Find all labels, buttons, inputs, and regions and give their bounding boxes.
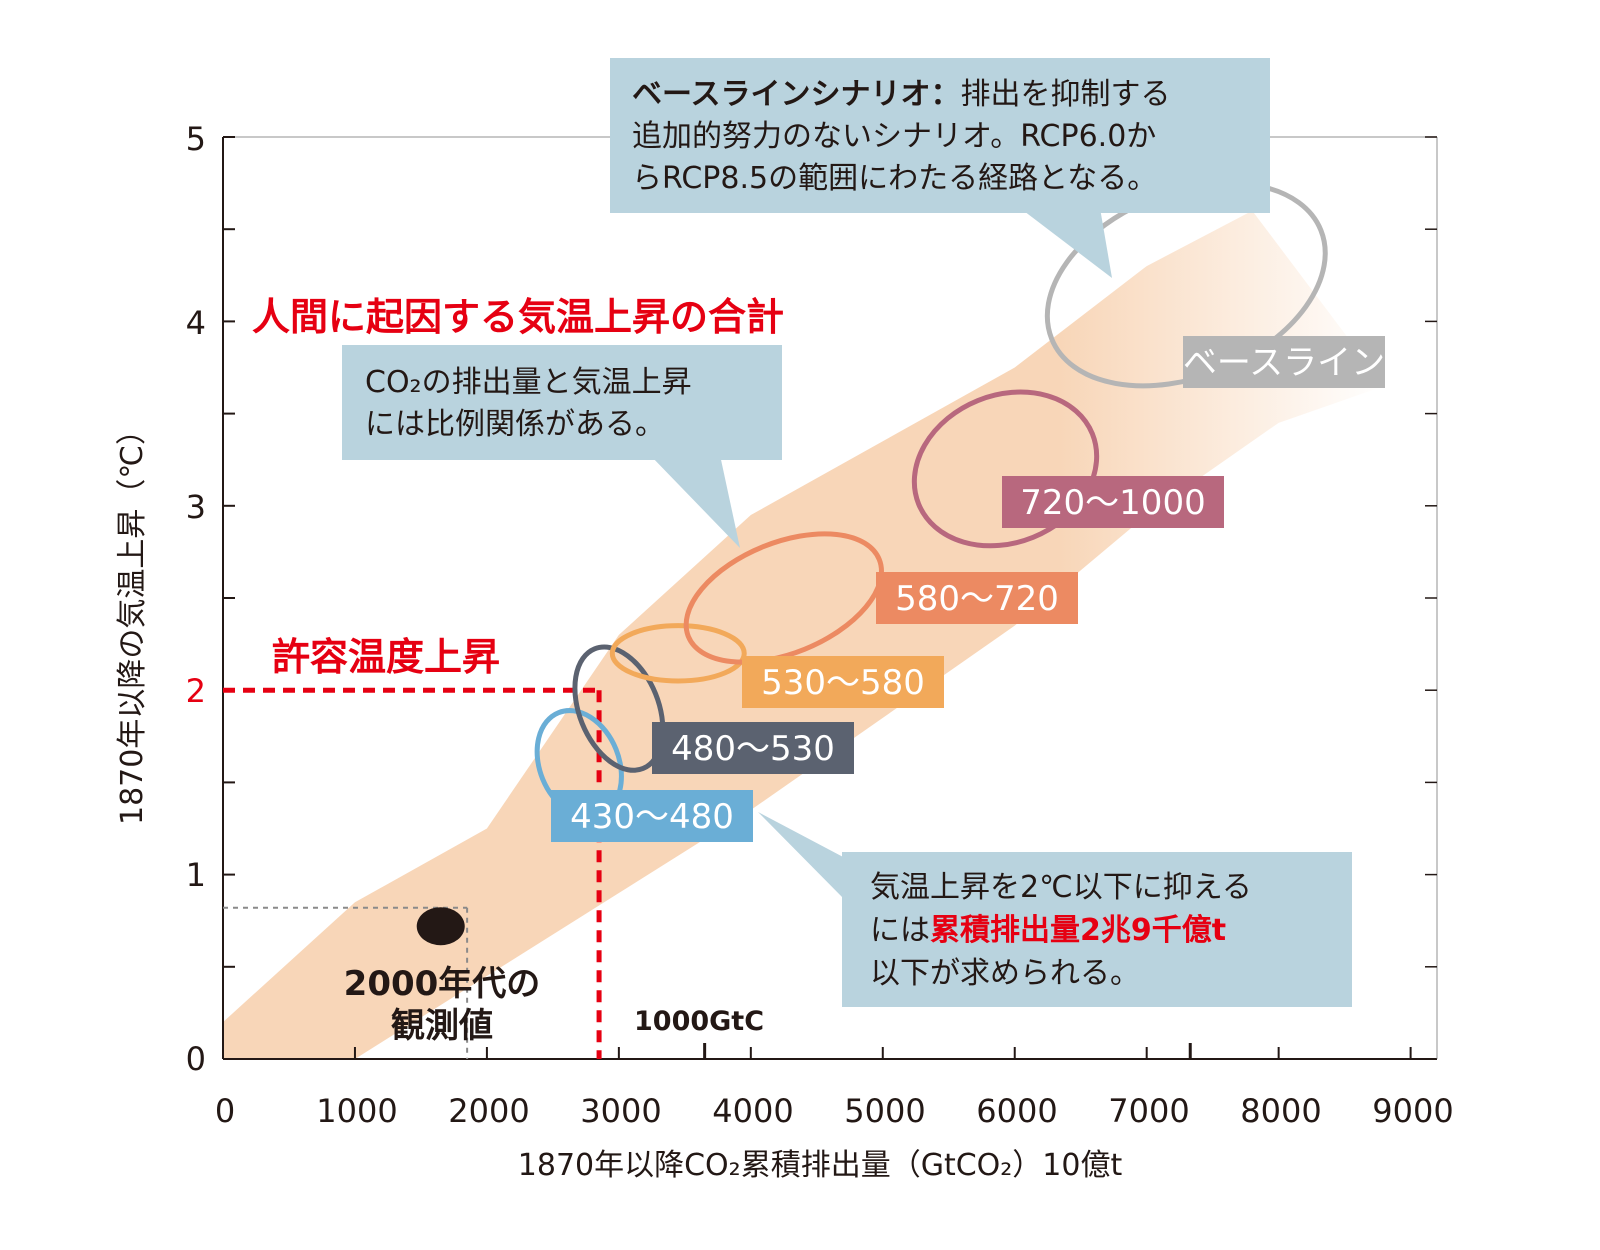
callout-box bbox=[610, 58, 1270, 213]
y-tick-label: 3 bbox=[186, 488, 206, 526]
scenario-label-bg bbox=[742, 656, 944, 708]
scenario-label: 580〜720 bbox=[895, 579, 1059, 619]
scenario-labels: 430〜480 480〜530 530〜580 580〜720 720〜1000 ベースラ… bbox=[551, 336, 1385, 842]
callout-pointer bbox=[758, 812, 845, 900]
callout-limit-line3: 以下が求められる。 bbox=[870, 956, 1140, 991]
y-tick-label: 1 bbox=[186, 856, 206, 894]
y-tick-label: 2 bbox=[186, 672, 206, 710]
x-axis-title: 1870年以降CO₂累積排出量（GtCO₂）10億t bbox=[518, 1148, 1123, 1183]
scenario-ellipse bbox=[609, 623, 747, 684]
emission-band bbox=[223, 210, 1385, 1059]
gtc-label: 1000GtC bbox=[634, 1006, 764, 1037]
scenario-label: 430〜480 bbox=[570, 797, 734, 837]
svg-text:には累積排出量2兆9千億t: には累積排出量2兆9千億t bbox=[870, 913, 1226, 948]
x-tick-label: 9000 bbox=[1372, 1092, 1453, 1130]
callout-limit-line1: 気温上昇を2℃以下に抑える bbox=[870, 870, 1252, 905]
callout-baseline: ベースラインシナリオ：排出を抑制する 追加的努力のないシナリオ。RCP6.0か … bbox=[610, 58, 1270, 278]
scenario-label: 480〜530 bbox=[671, 729, 835, 769]
callout-proportional: CO₂の排出量と気温上昇 には比例関係がある。 bbox=[342, 345, 782, 548]
scenario-label: ベースライン bbox=[1183, 343, 1385, 383]
callout-proportional-line1: CO₂の排出量と気温上昇 bbox=[365, 365, 692, 400]
scenario-ellipse bbox=[683, 531, 884, 665]
observed-label-line2: 観測値 bbox=[391, 1006, 493, 1046]
main-title: 人間に起因する気温上昇の合計 bbox=[252, 295, 784, 339]
callout-limit-line2-em: 累積排出量2兆9千億t bbox=[930, 913, 1226, 948]
scenario-label-bg bbox=[551, 790, 753, 842]
x-tick-label: 8000 bbox=[1240, 1092, 1321, 1130]
y-tick-labels: 0 1 2 3 4 5 bbox=[186, 120, 206, 1078]
x-tick-label: 4000 bbox=[712, 1092, 793, 1130]
svg-text:ベースラインシナリオ：排出を抑制する: ベースラインシナリオ：排出を抑制する bbox=[632, 77, 1171, 112]
callout-baseline-bold: ベースラインシナリオ： bbox=[632, 77, 961, 112]
scenario-ellipse bbox=[572, 644, 666, 773]
x-tick-labels: 0 1000 2000 3000 4000 5000 6000 7000 800… bbox=[215, 1092, 1454, 1130]
callout-pointer bbox=[650, 455, 740, 548]
scenario-label-bg bbox=[1002, 476, 1224, 528]
scenario-label: 720〜1000 bbox=[1020, 483, 1205, 523]
callout-baseline-line3: らRCP8.5の範囲にわたる経路となる。 bbox=[632, 161, 1157, 196]
threshold-title: 許容温度上昇 bbox=[272, 635, 500, 679]
x-tick-label: 0 bbox=[215, 1092, 235, 1130]
callout-box bbox=[842, 852, 1352, 1007]
callout-limit-line2-pre: には bbox=[870, 913, 930, 948]
y-axis-title: 1870年以降の気温上昇（℃） bbox=[115, 415, 150, 825]
observed-point bbox=[416, 907, 465, 946]
scenario-label-bg bbox=[876, 572, 1078, 624]
x-tick-label: 7000 bbox=[1108, 1092, 1189, 1130]
y-tick-label: 4 bbox=[186, 304, 206, 342]
x-tick-label: 6000 bbox=[976, 1092, 1057, 1130]
callout-baseline-line1: 排出を抑制する bbox=[961, 77, 1171, 112]
callout-pointer bbox=[1020, 208, 1112, 278]
y-tick-label: 5 bbox=[186, 120, 206, 158]
scenario-label: 530〜580 bbox=[761, 663, 925, 703]
emission-band-layer bbox=[223, 210, 1385, 1059]
x-tick-label: 2000 bbox=[448, 1092, 529, 1130]
scenario-label-bg bbox=[652, 722, 854, 774]
observed-layer bbox=[223, 906, 469, 1059]
y-tick-label: 0 bbox=[186, 1040, 206, 1078]
x-tick-label: 5000 bbox=[844, 1092, 925, 1130]
callout-baseline-line2: 追加的努力のないシナリオ。RCP6.0か bbox=[632, 119, 1156, 154]
scenario-ellipses bbox=[534, 180, 1328, 820]
callout-proportional-line2: には比例関係がある。 bbox=[365, 407, 665, 442]
callout-box bbox=[342, 345, 782, 460]
scenario-label-bg bbox=[1183, 336, 1385, 388]
callout-limit: 気温上昇を2℃以下に抑える には累積排出量2兆9千億t 以下が求められる。 bbox=[758, 812, 1352, 1007]
x-tick-label: 3000 bbox=[580, 1092, 661, 1130]
scenario-ellipse bbox=[911, 389, 1100, 549]
observed-label-line1: 2000年代の bbox=[344, 964, 541, 1004]
x-tick-label: 1000 bbox=[316, 1092, 397, 1130]
